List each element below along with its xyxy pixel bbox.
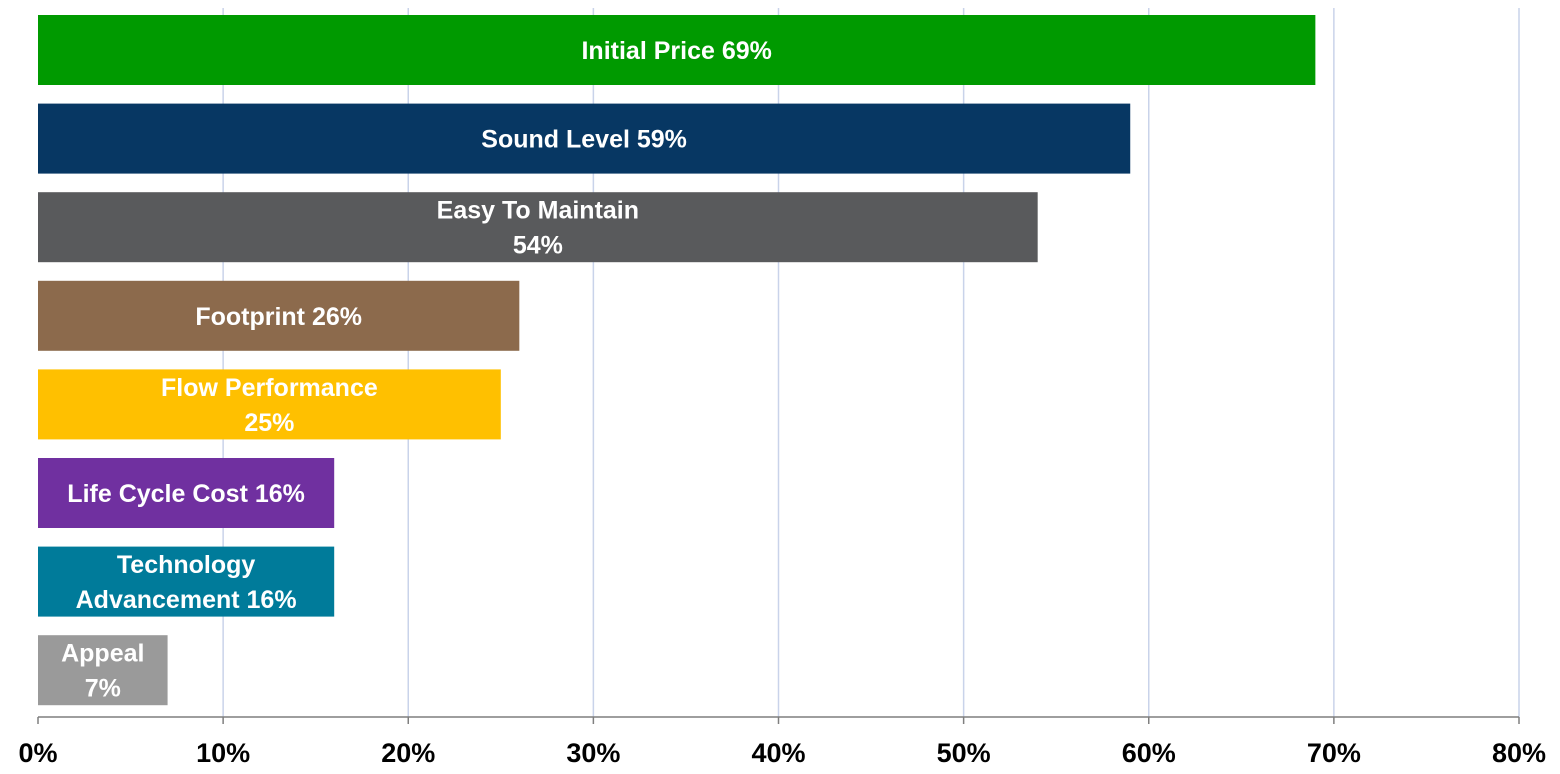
bar-label: Initial Price 69% (581, 37, 771, 65)
bar-footprint (38, 280, 520, 351)
x-tick-label: 60% (1122, 738, 1176, 768)
bar-label: 7% (85, 675, 121, 703)
x-tick-label: 50% (937, 738, 991, 768)
bar-labels: Initial Price 69% Sound Level 59% Easy To … (61, 37, 772, 703)
bar-label: Flow Performance (161, 374, 378, 402)
bar-label: Sound Level 59% (481, 126, 687, 154)
bar-label: Footprint 26% (195, 303, 362, 331)
bar-sound-level (38, 103, 1131, 174)
x-tick-label: 40% (751, 738, 805, 768)
bar-technology-advancement (38, 546, 335, 617)
bar-label: Advancement 16% (76, 586, 297, 614)
x-tick-label: 80% (1492, 738, 1546, 768)
bar-label: Easy To Maintain (437, 197, 639, 225)
x-tick-label: 10% (196, 738, 250, 768)
bar-life-cycle-cost (38, 458, 335, 528)
bar-initial-price (38, 15, 1316, 85)
x-tick-label: 30% (566, 738, 620, 768)
x-axis (37, 716, 1520, 724)
x-tick-label: 20% (381, 738, 435, 768)
bar-label: Technology (117, 551, 256, 579)
bar-flow-performance (38, 369, 501, 440)
bar-label: 54% (513, 232, 563, 260)
bar-label: Life Cycle Cost 16% (67, 480, 305, 508)
bars (38, 15, 1316, 706)
bar-easy-to-maintain (38, 192, 1038, 263)
bar-appeal (38, 635, 168, 706)
bar-label: Appeal (61, 640, 144, 668)
bar-label: 25% (244, 409, 294, 437)
x-tick-label: 70% (1307, 738, 1361, 768)
x-tick-labels: 0% 10% 20% 30% 40% 50% 60% 70% 80% (18, 738, 1546, 768)
x-tick-label: 0% (18, 738, 57, 768)
